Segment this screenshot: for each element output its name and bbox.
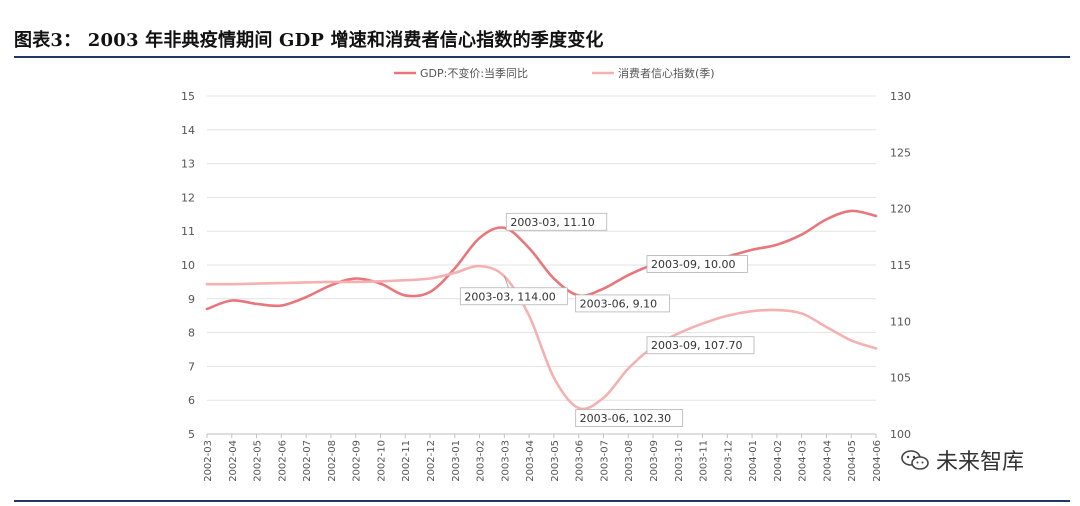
- watermark: 未来智库: [900, 444, 1024, 476]
- annotation-label: 2003-03, 11.10: [510, 216, 594, 229]
- x-tick-label: 2002-10: [376, 440, 387, 482]
- x-axis: 2002-03 2002-04 2002-05 2002-06 2002-07 2002-…: [203, 433, 883, 482]
- data-annotations: 2003-03, 11.10 2003-03, 114.00 2003-06, 9.…: [459, 212, 755, 427]
- x-tick-label: 2003-05: [550, 440, 561, 482]
- annotation-box: [575, 294, 670, 313]
- x-tick-label: 2003-02: [476, 440, 487, 482]
- y-left-tick-label: 5: [188, 428, 195, 441]
- watermark-text: 未来智库: [936, 450, 1025, 475]
- x-tick-label: 2003-10: [674, 440, 685, 482]
- annotation-label: 2003-09, 10.00: [651, 258, 735, 271]
- y-left-tick-label: 12: [181, 191, 195, 204]
- x-tick-label: 2002-07: [302, 440, 313, 482]
- y-left-tick-label: 11: [181, 225, 195, 238]
- annotation-box: [575, 409, 684, 427]
- x-tick-label: 2002-09: [352, 440, 363, 482]
- x-tick-label: 2004-02: [773, 440, 784, 482]
- annotation-leader: [503, 276, 509, 288]
- annotation-box: [646, 255, 748, 273]
- x-tick-label: 2002-06: [277, 440, 288, 482]
- title-underline: [14, 56, 1070, 58]
- confidence-series-line: [205, 264, 878, 411]
- x-tick-label: 2002-12: [426, 440, 437, 482]
- y-axis-right: 100 105 110 115 120 125 130: [890, 90, 911, 441]
- chart-title: 图表3： 2003 年非典疫情期间 GDP 增速和消费者信心指数的季度变化: [14, 30, 604, 51]
- x-tick-label: 2004-03: [798, 440, 809, 482]
- annotation-box: [646, 336, 755, 355]
- x-tick-label: 2003-12: [723, 440, 734, 482]
- y-left-tick-label: 15: [181, 90, 195, 103]
- x-tick-label: 2003-08: [624, 440, 635, 482]
- y-left-tick-label: 8: [188, 327, 195, 340]
- y-right-tick-label: 105: [890, 372, 911, 385]
- annotation-label: 2003-06, 102.30: [580, 412, 671, 425]
- x-tick-label: 2003-01: [451, 440, 462, 482]
- y-right-tick-label: 110: [890, 315, 911, 328]
- x-tick-label: 2002-04: [228, 440, 239, 482]
- bottom-rule: [14, 500, 1070, 502]
- x-tick-label: 2002-05: [253, 440, 264, 482]
- x-tick-label: 2003-04: [525, 440, 536, 482]
- annotation-label: 2003-09, 107.70: [651, 339, 742, 352]
- y-right-tick-label: 130: [890, 90, 911, 103]
- y-left-tick-label: 6: [188, 394, 195, 407]
- x-tick-label: 2002-11: [401, 440, 412, 482]
- x-tick-label: 2003-11: [699, 440, 710, 482]
- y-right-tick-label: 115: [890, 259, 911, 272]
- series-lines: [205, 209, 878, 411]
- gdp-series-line: [205, 209, 878, 311]
- annotation-box: [505, 212, 608, 231]
- annotation-box: [459, 287, 568, 306]
- x-tick-label: 2003-03: [500, 440, 511, 482]
- x-tick-label: 2004-01: [748, 440, 759, 482]
- x-tick-label: 2004-06: [872, 440, 883, 482]
- y-left-tick-label: 9: [188, 293, 195, 306]
- y-left-tick-label: 13: [181, 158, 195, 171]
- y-left-tick-label: 7: [188, 360, 195, 373]
- wechat-icon: [901, 450, 929, 470]
- y-axis-left: 5 6 7 8 9 10 11 12 13 14 15: [181, 90, 195, 441]
- y-right-tick-label: 120: [890, 203, 911, 216]
- x-tick-label: 2003-07: [599, 440, 610, 482]
- x-tick-label: 2002-08: [327, 440, 338, 482]
- x-tick-label: 2004-05: [847, 440, 858, 482]
- y-right-tick-label: 125: [890, 146, 911, 159]
- y-right-tick-label: 100: [890, 428, 911, 441]
- legend: GDP:不变价:当季同比 消费者信心指数(季): [394, 66, 715, 80]
- annotation-label: 2003-06, 9.10: [580, 297, 657, 310]
- annotation-label: 2003-03, 114.00: [464, 290, 555, 303]
- x-tick-label: 2002-03: [203, 440, 214, 482]
- x-tick-label: 2004-04: [822, 440, 833, 482]
- x-tick-label: 2003-09: [649, 440, 660, 482]
- y-left-tick-label: 14: [181, 124, 195, 137]
- x-tick-label: 2003-06: [575, 440, 586, 482]
- y-left-tick-label: 10: [181, 259, 195, 272]
- legend-label: 消费者信心指数(季): [618, 66, 715, 80]
- legend-label: GDP:不变价:当季同比: [420, 66, 528, 80]
